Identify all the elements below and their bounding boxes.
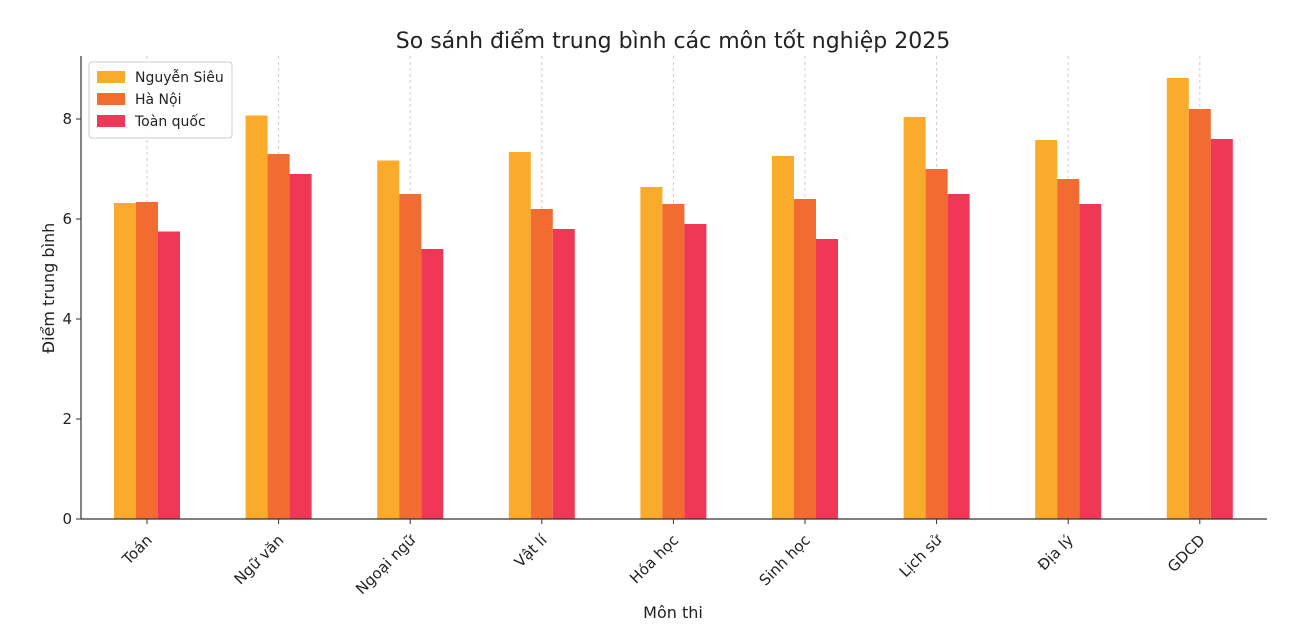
x-tick-label: Lịch sử <box>896 530 947 581</box>
bar <box>289 174 312 519</box>
legend-swatch <box>97 115 125 127</box>
x-tick-label: Địa lý <box>1034 531 1077 574</box>
legend-label: Hà Nội <box>135 92 181 108</box>
x-tick-label: GDCD <box>1164 531 1209 576</box>
bar <box>662 204 685 519</box>
legend-swatch <box>97 71 125 83</box>
bar <box>136 202 158 519</box>
bar <box>399 194 422 519</box>
x-tick-label: Toán <box>118 531 156 569</box>
bar <box>508 152 531 519</box>
y-tick-label: 6 <box>62 210 72 228</box>
x-tick-label: Ngữ văn <box>230 531 287 588</box>
chart-title: So sánh điểm trung bình các môn tốt nghi… <box>396 29 950 54</box>
bar <box>684 224 707 519</box>
x-tick-label: Ngoại ngữ <box>352 530 420 598</box>
bar <box>903 117 926 519</box>
bar <box>158 231 180 519</box>
y-tick-label: 2 <box>62 410 72 428</box>
y-tick-label: 8 <box>62 110 72 128</box>
bar <box>1057 179 1080 519</box>
y-tick-label: 0 <box>62 510 72 528</box>
x-tick-label: Vật lí <box>511 531 551 571</box>
bar <box>816 239 838 519</box>
bar <box>377 160 400 519</box>
legend-label: Nguyễn Siêu <box>135 69 224 86</box>
bar <box>1079 204 1102 519</box>
bar <box>1210 139 1233 519</box>
x-ticks: Toán Ngữ văn Ngoại ngữ Vật lí Hóa học Sinh họ… <box>118 519 1209 598</box>
bar <box>552 229 575 519</box>
x-tick-label: Hóa học <box>626 531 682 587</box>
bar <box>245 115 268 519</box>
bar <box>421 249 444 519</box>
bar <box>640 187 663 519</box>
y-tick-label: 4 <box>62 310 72 328</box>
y-ticks: 0 2 4 6 8 <box>62 110 81 528</box>
bar <box>947 194 970 519</box>
bars <box>114 78 1233 519</box>
x-tick-label: Sinh học <box>756 531 814 589</box>
bar <box>1188 109 1211 519</box>
bar <box>530 209 553 519</box>
legend: Nguyễn Siêu Hà Nội Toàn quốc <box>88 61 233 139</box>
legend-label: Toàn quốc <box>134 113 206 130</box>
bar <box>772 156 794 519</box>
bar <box>925 169 948 519</box>
bar <box>114 203 136 519</box>
y-axis-label: Điểm trung bình <box>39 223 58 354</box>
bar <box>1035 140 1058 519</box>
bar <box>794 199 816 519</box>
bar <box>1166 78 1189 519</box>
x-axis-label: Môn thi <box>643 603 703 622</box>
bar <box>267 154 290 519</box>
legend-swatch <box>97 93 125 105</box>
